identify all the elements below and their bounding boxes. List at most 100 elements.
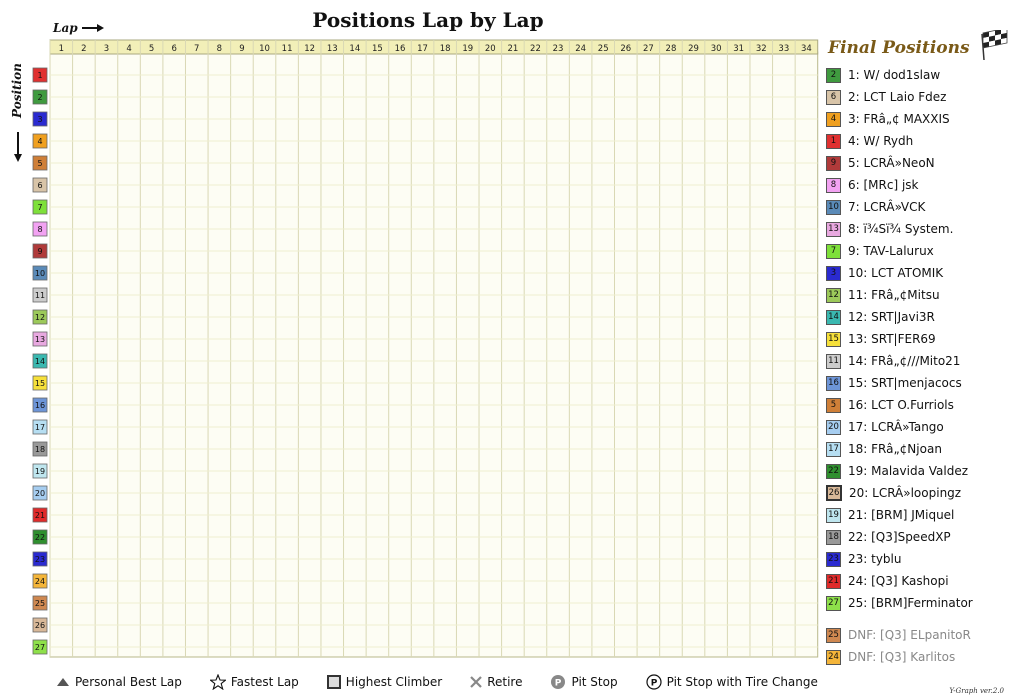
start-position-label: 7: [37, 203, 42, 212]
lap-tick-label: 11: [282, 44, 293, 54]
final-start-position-badge: 16: [826, 375, 841, 391]
final-position-label: 13: SRT|FER69: [848, 332, 936, 346]
final-position-row: 16 15: SRT|menjacocs: [826, 374, 962, 392]
final-position-label: 4: W/ Rydh: [848, 134, 914, 148]
start-position-label: 4: [37, 137, 42, 146]
final-position-row: 12 11: FRâ„¢Mitsu: [826, 286, 940, 304]
start-position-label: 13: [35, 335, 45, 344]
lap-tick-label: 4: [126, 44, 131, 54]
start-position-badge: [32, 67, 48, 83]
legend-label: Pit Stop: [571, 675, 618, 689]
final-start-position-badge: 14: [826, 309, 841, 325]
version-label: Y-Graph ver.2.0: [949, 687, 1004, 695]
final-start-position-badge: 19: [826, 507, 841, 523]
final-position-label: 24: [Q3] Kashopi: [848, 574, 949, 588]
legend-item: Fastest Lap: [209, 674, 299, 690]
lap-tick-label: 26: [620, 44, 631, 54]
start-position-badge: [32, 573, 48, 589]
final-start-position-badge: 17: [826, 441, 841, 457]
start-position-label: 10: [35, 269, 45, 278]
final-position-row: 21 24: [Q3] Kashopi: [826, 572, 949, 590]
start-position-badge: [32, 441, 48, 457]
start-position-label: 18: [35, 445, 45, 454]
final-position-row: 19 21: [BRM] JMiquel: [826, 506, 954, 524]
lap-tick-label: 9: [239, 44, 244, 54]
position-chart: 1 2 3 4 5 6 7 8 9 10 11 12 13 14 15 16 17 18 19 20 21 22 23 24 2…: [32, 39, 819, 658]
start-position-label: 12: [35, 313, 45, 322]
highest-climber-square-icon: [326, 675, 341, 689]
final-position-label: 7: LCRÂ»VCK: [848, 200, 926, 214]
x-axis-label: Lap: [53, 21, 78, 35]
final-position-row: 27 25: [BRM]Ferminator: [826, 594, 973, 612]
legend-item: Personal Best Lap: [56, 675, 182, 689]
dnf-start-position-badge: 25: [826, 627, 841, 643]
legend: Personal Best Lap Fastest Lap Highest Cl…: [56, 673, 846, 691]
final-position-row: 15 13: SRT|FER69: [826, 330, 936, 348]
start-position-badge: [32, 177, 48, 193]
final-start-position-badge: 13: [826, 221, 841, 237]
final-start-position-badge: 6: [826, 89, 841, 105]
final-position-label: 21: [BRM] JMiquel: [848, 508, 955, 522]
start-position-badge: [32, 485, 48, 501]
chart-title: Positions Lap by Lap: [312, 8, 544, 32]
legend-label: Fastest Lap: [230, 675, 299, 689]
start-position-label: 16: [35, 401, 45, 410]
legend-item: P Pit Stop with Tire Change: [645, 674, 818, 690]
arrow-right-icon: [82, 24, 104, 32]
start-position-label: 11: [35, 291, 45, 300]
final-position-row: 1 4: W/ Rydh: [826, 132, 913, 150]
start-position-label: 3: [37, 115, 42, 124]
lap-tick-label: 6: [171, 44, 176, 54]
start-position-badge: [32, 133, 48, 149]
final-position-label: 18: FRâ„¢Njoan: [848, 442, 942, 456]
final-position-label: 15: SRT|menjacocs: [848, 376, 962, 390]
start-position-badge: [32, 463, 48, 479]
retire-x-icon: [470, 676, 482, 688]
final-start-position-badge: 4: [826, 111, 841, 127]
dnf-label: DNF: [Q3] ELpanitoR: [848, 628, 971, 642]
start-position-label: 20: [35, 489, 45, 498]
start-position-label: 2: [37, 93, 42, 102]
final-start-position-badge: 22: [826, 463, 841, 479]
lap-tick-label: 34: [801, 44, 812, 54]
lap-tick-label: 3: [104, 44, 109, 54]
start-position-badge: [32, 419, 48, 435]
final-position-label: 17: LCRÂ»Tango: [848, 420, 944, 434]
pit-stop-circle-icon: P: [551, 675, 566, 689]
final-position-label: 10: LCT ATOMIK: [848, 266, 944, 280]
final-position-row: 22 19: Malavida Valdez: [826, 462, 968, 480]
final-position-row: 4 3: FRâ„¢ MAXXIS: [826, 110, 950, 128]
start-position-label: 5: [37, 159, 42, 168]
start-position-label: 25: [35, 599, 45, 608]
start-position-badge: [32, 397, 48, 413]
start-position-badge: [32, 507, 48, 523]
svg-text:P: P: [555, 679, 562, 689]
start-position-badge: [32, 331, 48, 347]
start-position-badge: [32, 529, 48, 545]
final-position-row: 8 6: [MRc] jsk: [826, 176, 919, 194]
legend-item: Highest Climber: [326, 675, 442, 689]
start-position-badge: [32, 375, 48, 391]
final-start-position-badge: 7: [826, 243, 841, 259]
final-start-position-badge: 9: [826, 155, 841, 171]
final-position-label: 8: ï¾Sï¾ System.: [848, 222, 954, 236]
final-start-position-badge: 26: [826, 485, 842, 501]
start-position-badge: [32, 309, 48, 325]
start-position-badge: [32, 221, 48, 237]
final-start-position-badge: 11: [826, 353, 841, 369]
final-position-row: 2 1: W/ dod1slaw: [826, 66, 940, 84]
final-position-label: 2: LCT Laio Fdez: [848, 90, 947, 104]
final-position-label: 3: FRâ„¢ MAXXIS: [848, 112, 950, 126]
start-position-badge: [32, 265, 48, 281]
final-start-position-badge: 27: [826, 595, 841, 611]
arrow-down-icon: [14, 132, 22, 162]
final-start-position-badge: 23: [826, 551, 841, 567]
lap-tick-label: 29: [688, 44, 699, 54]
final-start-position-badge: 8: [826, 177, 841, 193]
final-position-label: 25: [BRM]Ferminator: [848, 596, 973, 610]
final-position-label: 19: Malavida Valdez: [848, 464, 969, 478]
legend-label: Retire: [487, 675, 523, 689]
start-position-label: 26: [35, 621, 45, 630]
start-position-badge: [32, 595, 48, 611]
final-position-row: 10 7: LCRÂ»VCK: [826, 198, 925, 216]
